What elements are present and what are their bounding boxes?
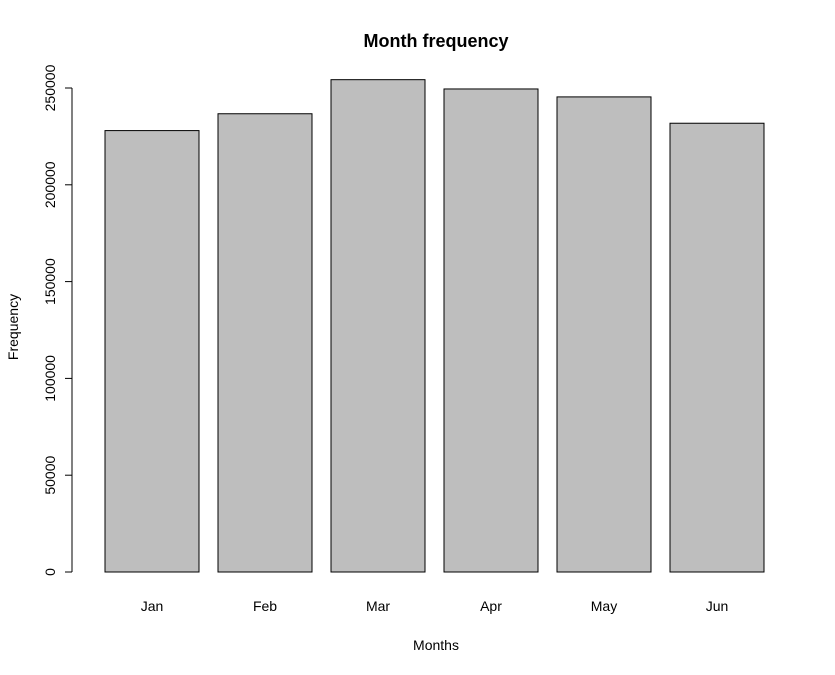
bars-group: [104, 79, 765, 573]
x-tick-label: Feb: [253, 598, 277, 614]
x-tick-label: Mar: [366, 598, 390, 614]
bar-feb: [217, 113, 313, 573]
bar-may: [556, 96, 652, 573]
y-tick-label: 250000: [42, 64, 58, 111]
x-tick-label: Apr: [480, 598, 502, 614]
x-tick-label: Jan: [141, 598, 164, 614]
y-axis: 0 50000 100000 150000 200000 250000: [42, 64, 73, 576]
y-tick-label: 0: [42, 568, 58, 576]
y-tick-label: 150000: [42, 258, 58, 305]
y-tick-label: 200000: [42, 161, 58, 208]
bar-mar: [330, 79, 426, 573]
y-tick-label: 50000: [42, 456, 58, 495]
chart-title: Month frequency: [363, 31, 508, 51]
bar-apr: [443, 88, 539, 573]
x-axis-label: Months: [413, 637, 459, 653]
x-tick-label: May: [591, 598, 617, 614]
x-axis: Jan Feb Mar Apr May Jun: [141, 598, 729, 614]
bar-jun: [669, 122, 765, 573]
y-axis-label: Frequency: [5, 294, 21, 360]
bar-jan: [104, 130, 200, 573]
y-tick-label: 100000: [42, 355, 58, 402]
x-tick-label: Jun: [706, 598, 729, 614]
